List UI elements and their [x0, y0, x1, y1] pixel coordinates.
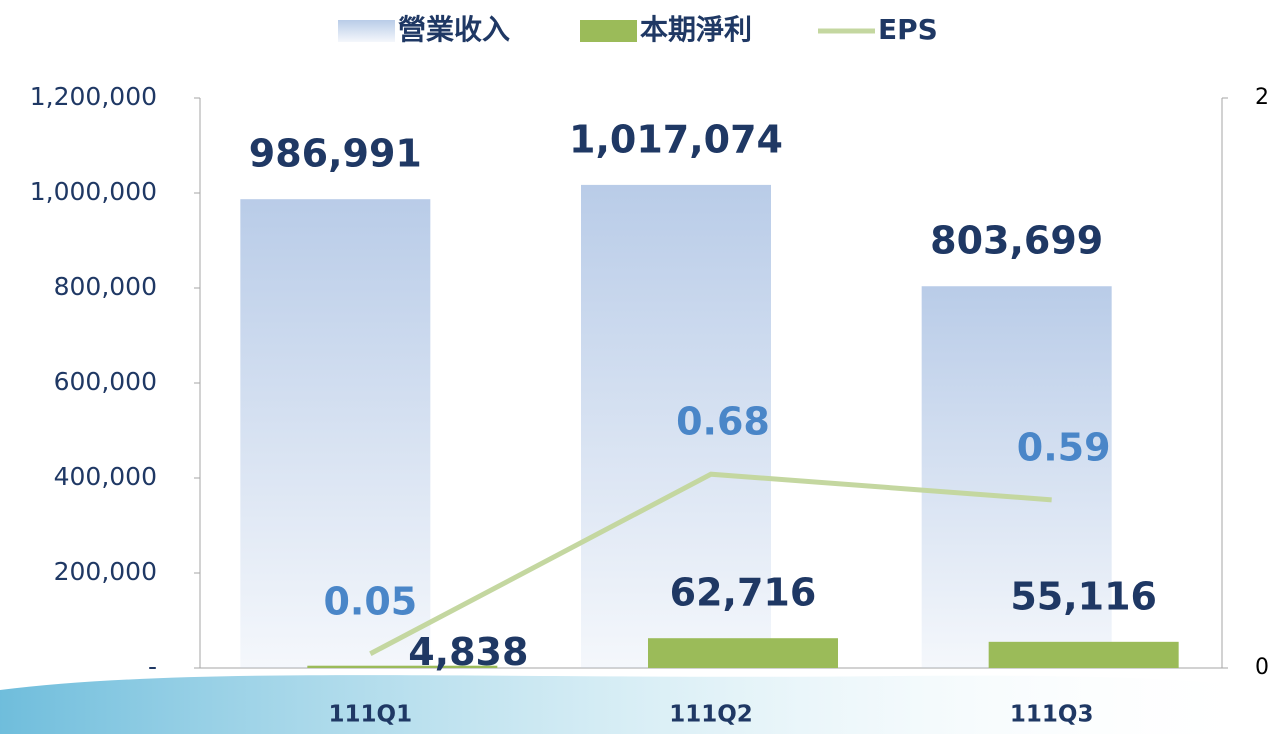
legend-label: EPS: [878, 13, 938, 46]
eps-label: 0.59: [1017, 425, 1111, 469]
chart: - 200,000 400,000 600,000 800,000 1,000,000 1,…: [0, 0, 1273, 734]
legend-label: 本期淨利: [640, 13, 752, 46]
eps-label: 0.68: [676, 400, 770, 444]
data-label: 55,116: [1010, 574, 1157, 618]
y-tick-label: -: [148, 652, 157, 681]
x-tick-label: 111Q2: [669, 702, 753, 728]
y-tick-label: 200,000: [54, 557, 157, 586]
y-tick-label: 1,000,000: [30, 177, 157, 206]
eps-label: 0.05: [323, 579, 417, 623]
y-tick-label: 1,200,000: [30, 82, 157, 111]
x-tick-label: 111Q3: [1010, 702, 1094, 728]
y-tick-label: 800,000: [54, 272, 157, 301]
legend-label: 營業收入: [398, 13, 510, 46]
legend-swatch: [338, 20, 395, 42]
data-label: 803,699: [930, 219, 1103, 263]
legend-swatch: [580, 20, 637, 42]
y-tick-label: 600,000: [54, 367, 157, 396]
x-tick-label: 111Q1: [329, 702, 413, 728]
data-label: 1,017,074: [569, 117, 783, 161]
profit-bar: [989, 642, 1179, 668]
y-tick-label: 400,000: [54, 462, 157, 491]
data-label: 62,716: [670, 571, 817, 615]
data-label: 986,991: [249, 132, 422, 176]
profit-bar: [648, 638, 838, 668]
data-label: 4,838: [408, 630, 528, 674]
y2-tick-label: 0: [1255, 655, 1269, 680]
y2-tick-label: 2: [1255, 85, 1269, 110]
